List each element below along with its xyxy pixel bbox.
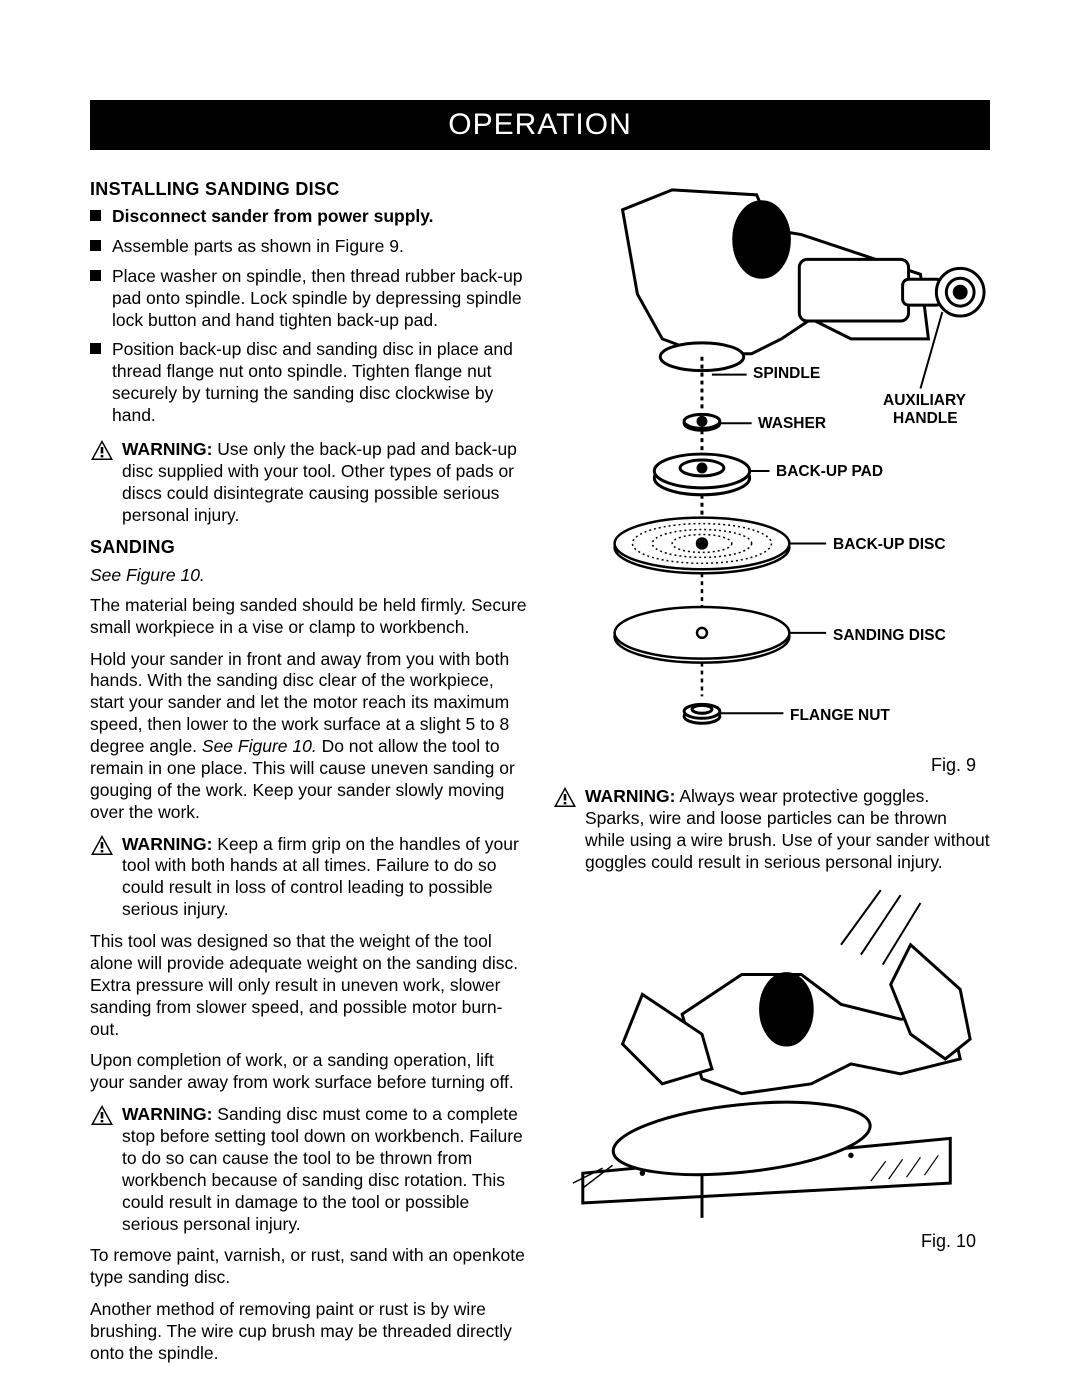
warning-text: WARNING: Keep a firm grip on the handles… bbox=[120, 834, 527, 922]
label-auxiliary: AUXILIARY bbox=[883, 391, 966, 410]
paragraph: The material being sanded should be held… bbox=[90, 595, 527, 639]
heading-installing: INSTALLING SANDING DISC bbox=[90, 178, 527, 201]
figure-10-caption: Fig. 10 bbox=[553, 1230, 976, 1253]
paragraph: This tool was designed so that the weigh… bbox=[90, 931, 527, 1040]
paragraph: Another method of removing paint or rust… bbox=[90, 1299, 527, 1365]
install-steps: Disconnect sander from power supply. Ass… bbox=[90, 206, 527, 427]
paragraph: Upon completion of work, or a sanding op… bbox=[90, 1050, 527, 1094]
warning-label: WARNING: bbox=[585, 786, 675, 806]
paragraph: To remove paint, varnish, or rust, sand … bbox=[90, 1245, 527, 1289]
warning-label: WARNING: bbox=[122, 834, 212, 854]
step-text: Place washer on spindle, then thread rub… bbox=[112, 266, 523, 330]
warning-block: WARNING: Always wear protective goggles.… bbox=[553, 786, 990, 874]
exploded-diagram-svg bbox=[553, 178, 990, 748]
warning-block: WARNING: Use only the back-up pad and ba… bbox=[90, 439, 527, 527]
list-item: Place washer on spindle, then thread rub… bbox=[90, 266, 527, 332]
figure-9: SPINDLE AUXILIARY HANDLE WASHER BACK-UP … bbox=[553, 178, 990, 748]
list-item: Assemble parts as shown in Figure 9. bbox=[90, 236, 527, 258]
label-handle: HANDLE bbox=[893, 409, 958, 428]
see-figure-ref: See Figure 10. bbox=[90, 565, 527, 587]
list-item: Position back-up disc and sanding disc i… bbox=[90, 339, 527, 427]
step-text: Assemble parts as shown in Figure 9. bbox=[112, 236, 404, 256]
warning-text: WARNING: Sanding disc must come to a com… bbox=[120, 1104, 527, 1235]
warning-icon bbox=[90, 1104, 114, 1126]
paragraph: Hold your sander in front and away from … bbox=[90, 649, 527, 824]
label-sanding-disc: SANDING DISC bbox=[833, 626, 946, 645]
list-item: Disconnect sander from power supply. bbox=[90, 206, 527, 228]
heading-sanding: SANDING bbox=[90, 536, 527, 559]
label-flange-nut: FLANGE NUT bbox=[790, 706, 890, 725]
warning-text: WARNING: Use only the back-up pad and ba… bbox=[120, 439, 527, 527]
warning-block: WARNING: Sanding disc must come to a com… bbox=[90, 1104, 527, 1235]
warning-text: WARNING: Always wear protective goggles.… bbox=[583, 786, 990, 874]
warning-icon bbox=[553, 786, 577, 808]
step-text: Disconnect sander from power supply. bbox=[112, 206, 434, 226]
warning-label: WARNING: bbox=[122, 439, 212, 459]
label-spindle: SPINDLE bbox=[753, 364, 820, 383]
figure-10 bbox=[553, 884, 990, 1224]
step-text: Position back-up disc and sanding disc i… bbox=[112, 339, 513, 425]
warning-label: WARNING: bbox=[122, 1104, 212, 1124]
section-banner: OPERATION bbox=[90, 100, 990, 150]
label-washer: WASHER bbox=[758, 414, 826, 433]
label-backup-disc: BACK-UP DISC bbox=[833, 535, 946, 554]
right-column: SPINDLE AUXILIARY HANDLE WASHER BACK-UP … bbox=[553, 178, 990, 1375]
left-column: INSTALLING SANDING DISC Disconnect sande… bbox=[90, 178, 527, 1375]
two-column-layout: INSTALLING SANDING DISC Disconnect sande… bbox=[90, 178, 990, 1375]
figure-9-caption: Fig. 9 bbox=[553, 754, 976, 777]
inline-figure-ref: See Figure 10. bbox=[202, 736, 317, 756]
label-backup-pad: BACK-UP PAD bbox=[776, 462, 883, 481]
warning-icon bbox=[90, 439, 114, 461]
sanding-operation-svg bbox=[553, 884, 990, 1224]
warning-icon bbox=[90, 834, 114, 856]
warning-block: WARNING: Keep a firm grip on the handles… bbox=[90, 834, 527, 922]
